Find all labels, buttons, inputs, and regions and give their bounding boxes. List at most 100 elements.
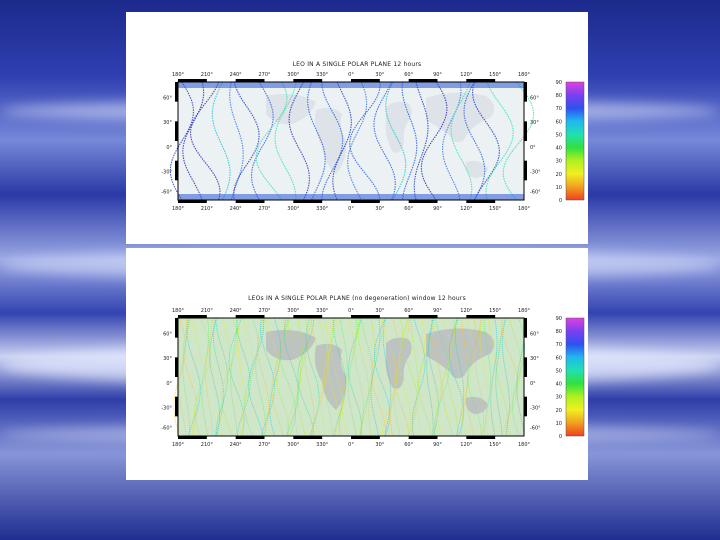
lat-tick-label: 0°	[530, 145, 536, 151]
satellite-track	[471, 81, 500, 201]
border-segment	[408, 315, 438, 318]
lon-tick-label: 60°	[404, 442, 413, 448]
satellite-track	[354, 317, 364, 437]
lon-tick-label: 330°	[316, 308, 329, 314]
lon-tick-label: 0°	[348, 308, 354, 314]
lon-tick-label: 240°	[230, 206, 243, 212]
satellite-track	[382, 317, 398, 437]
continent-shape	[465, 160, 488, 178]
lat-tick-label: 30°	[163, 120, 172, 126]
satellite-track	[374, 317, 391, 437]
continent-shape	[266, 94, 316, 125]
lat-tick-label: -60°	[530, 190, 541, 196]
lat-tick-label: 30°	[163, 356, 172, 362]
satellite-track	[279, 317, 296, 437]
satellite-track	[286, 317, 301, 437]
lon-tick-label: 300°	[287, 442, 300, 448]
coverage-plot-bottom: 180°180°210°210°240°240°270°270°300°300°…	[161, 308, 585, 448]
border-segment	[178, 79, 207, 82]
colorbar-tick-label: 10	[556, 421, 562, 427]
lon-tick-label: 210°	[201, 206, 214, 212]
lon-tick-label: 150°	[489, 442, 502, 448]
satellite-track	[201, 317, 210, 437]
satellite-track	[373, 81, 396, 201]
lon-tick-label: 210°	[201, 442, 214, 448]
satellite-track	[360, 317, 373, 437]
border-segment	[235, 436, 265, 439]
border-segment	[466, 200, 496, 203]
satellite-track	[357, 317, 370, 437]
border-segment	[466, 79, 496, 82]
satellite-track	[229, 81, 244, 201]
lon-tick-label: 270°	[258, 206, 271, 212]
colorbar-tick-label: 60	[556, 119, 562, 125]
border-segment	[175, 82, 178, 102]
satellite-track	[507, 317, 522, 437]
lat-tick-label: -30°	[161, 170, 172, 176]
satellite-track	[463, 81, 486, 201]
lon-tick-label: 180°	[518, 72, 531, 78]
continent-shape	[314, 343, 347, 410]
satellite-track	[244, 317, 259, 437]
satellite-track	[341, 317, 355, 437]
satellite-track	[418, 317, 433, 437]
colorbar-tick-label: 90	[556, 80, 562, 86]
border-segment	[178, 200, 207, 203]
satellite-track	[462, 317, 475, 437]
lon-tick-label: 0°	[348, 206, 354, 212]
lat-tick-label: -60°	[161, 426, 172, 432]
satellite-track	[209, 317, 221, 437]
satellite-track	[294, 317, 303, 437]
satellite-track	[255, 81, 288, 201]
satellite-track	[450, 81, 473, 201]
satellite-track	[442, 81, 462, 201]
lat-tick-label: 30°	[530, 356, 539, 362]
colorbar-tick-label: 70	[556, 106, 562, 112]
satellite-track	[305, 317, 320, 437]
continent-shape	[426, 328, 495, 379]
border-segment	[175, 396, 178, 417]
lon-tick-label: 30°	[375, 72, 384, 78]
satellite-track	[371, 317, 387, 436]
border-segment	[351, 200, 380, 203]
border-segment	[351, 436, 380, 439]
border-segment	[524, 396, 527, 417]
lon-tick-label: 120°	[460, 308, 473, 314]
lon-tick-label: 30°	[375, 308, 384, 314]
lon-tick-label: 300°	[287, 72, 300, 78]
satellite-track	[304, 317, 315, 437]
coverage-plot-top: 180°180°210°210°240°240°270°270°300°300°…	[161, 72, 585, 212]
satellite-track	[271, 317, 286, 437]
satellite-track	[189, 81, 221, 201]
colorbar-tick-label: 70	[556, 342, 562, 348]
satellite-track	[485, 81, 514, 201]
border-segment	[524, 121, 527, 141]
lon-tick-label: 150°	[489, 72, 502, 78]
lon-tick-label: 150°	[489, 206, 502, 212]
lat-tick-label: 60°	[163, 331, 172, 337]
continent-shape	[385, 337, 412, 389]
lon-tick-label: 270°	[258, 72, 271, 78]
lat-tick-label: 0°	[166, 145, 172, 151]
border-segment	[293, 315, 323, 318]
colorbar-tick-label: 20	[556, 172, 562, 178]
lon-tick-label: 0°	[348, 72, 354, 78]
satellite-track	[221, 317, 238, 437]
satellite-track	[485, 317, 495, 437]
colorbar-tick-label: 50	[556, 132, 562, 138]
lon-tick-label: 60°	[404, 72, 413, 78]
colorbar-tick-label: 50	[556, 368, 562, 374]
lon-tick-label: 180°	[172, 72, 185, 78]
satellite-track	[389, 317, 401, 437]
border-segment	[524, 82, 527, 102]
lon-tick-label: 270°	[258, 308, 271, 314]
polar-band	[178, 82, 524, 88]
border-segment	[293, 200, 323, 203]
satellite-track	[428, 317, 439, 437]
satellite-track	[228, 317, 245, 437]
lat-tick-label: 0°	[530, 381, 536, 387]
satellite-track	[183, 317, 198, 437]
satellite-track	[237, 317, 245, 437]
lon-tick-label: 90°	[433, 206, 442, 212]
colorbar	[565, 317, 585, 437]
